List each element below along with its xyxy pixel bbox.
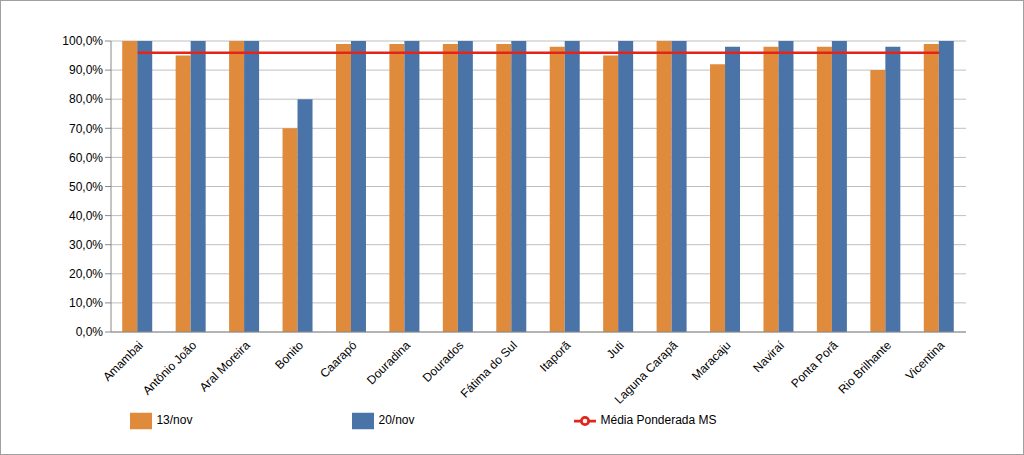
svg-text:0,0%: 0,0% [76, 325, 104, 339]
html-text:13/nov: 13/nov [156, 413, 193, 428]
svg-text:20,0%: 20,0% [69, 267, 103, 281]
svg-text:Naviraí: Naviraí [750, 338, 787, 375]
svg-text:100,0%: 100,0% [62, 34, 103, 48]
svg-text:Douradina: Douradina [364, 338, 413, 387]
html-text:Média Ponderada MS: Média Ponderada MS [600, 413, 717, 428]
svg-text:Rio Brilhante: Rio Brilhante [836, 338, 895, 397]
svg-text:Maracaju: Maracaju [689, 338, 734, 383]
svg-text:Itaporã: Itaporã [537, 338, 574, 375]
svg-text:Bonito: Bonito [272, 338, 306, 372]
svg-text:60,0%: 60,0% [69, 151, 103, 165]
svg-text:Caarapó: Caarapó [317, 338, 360, 381]
svg-text:Vicentina: Vicentina [903, 338, 948, 383]
svg-text:90,0%: 90,0% [69, 63, 103, 77]
svg-text:Fátima do Sul: Fátima do Sul [458, 338, 520, 400]
svg-text:Amambai: Amambai [100, 338, 146, 384]
svg-text:30,0%: 30,0% [69, 238, 103, 252]
svg-text:10,0%: 10,0% [69, 296, 103, 310]
svg-text:40,0%: 40,0% [69, 209, 103, 223]
svg-text:Aral Moreira: Aral Moreira [197, 338, 253, 394]
svg-text:50,0%: 50,0% [69, 180, 103, 194]
svg-text:Ponta Porã: Ponta Porã [788, 338, 841, 391]
svg-text:Antônio João: Antônio João [140, 338, 200, 398]
svg-text:80,0%: 80,0% [69, 92, 103, 106]
svg-text:Juti: Juti [604, 338, 627, 361]
svg-text:Laguna Carapã: Laguna Carapã [612, 338, 681, 407]
svg-text:Dourados: Dourados [420, 338, 467, 385]
html-text:20/nov: 20/nov [378, 413, 415, 428]
svg-text:70,0%: 70,0% [69, 122, 103, 136]
